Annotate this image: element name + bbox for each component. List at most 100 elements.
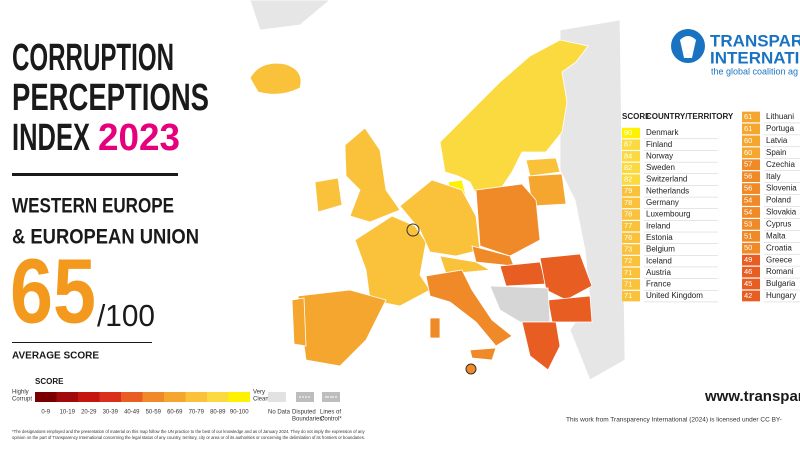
loc-label: Lines of xyxy=(320,410,341,416)
country-name: Slovakia xyxy=(766,208,797,217)
score-cell xyxy=(742,290,760,302)
legend-swatch xyxy=(164,392,186,402)
score-cell xyxy=(742,266,760,278)
disputed-label: Disputed xyxy=(292,410,316,416)
country-name: Austria xyxy=(646,268,671,277)
country-name: United Kingdom xyxy=(646,291,703,300)
luxembourg-marker xyxy=(406,223,420,237)
country-name: Bulgaria xyxy=(766,279,796,288)
no-data-label: No Data xyxy=(268,410,291,416)
score-cell xyxy=(622,197,640,209)
score-cell xyxy=(742,147,760,159)
table-header: SCORE xyxy=(622,112,651,121)
country-name: Estonia xyxy=(646,233,673,242)
score-value: 71 xyxy=(624,279,632,288)
score-value: 76 xyxy=(624,233,632,242)
country-name: Croatia xyxy=(766,243,792,252)
score-value: 54 xyxy=(744,195,752,204)
legend-swatch xyxy=(121,392,143,402)
no-data-swatch xyxy=(268,392,286,402)
score-value: 77 xyxy=(624,221,632,230)
score-value: 49 xyxy=(744,255,752,264)
country-name: Netherlands xyxy=(646,186,689,195)
malta-marker xyxy=(465,363,477,375)
country-name: Sweden xyxy=(646,163,675,172)
average-score: 65 xyxy=(10,240,96,342)
score-cell xyxy=(742,123,760,135)
country-name: Greece xyxy=(766,255,793,264)
score-cell xyxy=(742,219,760,230)
country-name: Finland xyxy=(646,140,672,149)
legend-bin-label: 40-49 xyxy=(124,410,140,416)
score-value: 42 xyxy=(744,291,752,300)
title-line: INDEX xyxy=(12,117,90,159)
score-value: 73 xyxy=(624,244,632,253)
score-value: 45 xyxy=(744,279,752,288)
score-value: 56 xyxy=(744,184,752,193)
score-cell xyxy=(622,244,640,255)
score-value: 84 xyxy=(624,151,632,160)
region-line: & EUROPEAN UNION xyxy=(12,226,199,249)
score-value: 87 xyxy=(624,140,632,149)
score-cell xyxy=(622,267,640,279)
score-value: 82 xyxy=(624,175,632,184)
country-name: Malta xyxy=(766,231,786,240)
score-value: 56 xyxy=(744,172,752,181)
website: www.transparen xyxy=(704,388,800,405)
legend-title: SCORE xyxy=(35,377,64,386)
score-value: 46 xyxy=(744,267,752,276)
score-cell xyxy=(622,232,640,244)
divider xyxy=(12,342,152,343)
logo-text: TRANSPAR xyxy=(710,31,800,50)
country-name: Italy xyxy=(766,172,781,181)
score-cell xyxy=(742,254,760,266)
score-value: 60 xyxy=(744,148,752,157)
legend-bin-label: 60-69 xyxy=(167,410,183,416)
legend-bin-label: 90-100 xyxy=(230,410,249,416)
legend-bin-label: 70-79 xyxy=(189,410,205,416)
country-name: Portuga xyxy=(766,124,795,133)
score-value: 78 xyxy=(624,210,632,219)
score-value: 57 xyxy=(744,160,752,169)
score-cell xyxy=(622,127,640,139)
score-cell xyxy=(742,207,760,218)
legend-bin-label: 50-59 xyxy=(146,410,162,416)
country-name: Germany xyxy=(646,198,679,207)
country-name: Slovenia xyxy=(766,184,797,193)
score-cell xyxy=(622,209,640,220)
country-name: Ireland xyxy=(646,221,670,230)
legend-bin-label: 80-89 xyxy=(210,410,226,416)
score-cell xyxy=(742,230,760,242)
score-cell xyxy=(622,255,640,267)
country-name: Spain xyxy=(766,148,786,157)
table-header: COUNTRY/TERRITORY xyxy=(646,112,734,121)
score-value: 72 xyxy=(624,256,632,265)
divider xyxy=(12,173,178,176)
map xyxy=(249,0,626,381)
footnote: *The designations employed and the prese… xyxy=(12,429,365,434)
score-cell xyxy=(742,195,760,206)
country-name: Lithuani xyxy=(766,112,794,121)
legend-swatch xyxy=(207,392,229,402)
loc-label: Control* xyxy=(320,417,342,423)
score-value: 71 xyxy=(624,291,632,300)
score-cell xyxy=(622,290,640,302)
score-value: 61 xyxy=(744,112,752,121)
country-name: Romani xyxy=(766,267,794,276)
legend-low: Corrupt xyxy=(12,397,32,403)
score-value: 54 xyxy=(744,207,752,216)
score-value: 90 xyxy=(624,128,632,137)
score-value: 78 xyxy=(624,198,632,207)
score-cell xyxy=(622,151,640,162)
logo-text: INTERNATI xyxy=(710,48,799,67)
country-name: Belgium xyxy=(646,245,675,254)
average-label: AVERAGE SCORE xyxy=(12,351,99,362)
title-line: CORRUPTION xyxy=(12,37,174,79)
country-name: Iceland xyxy=(646,256,672,265)
legend-swatch xyxy=(35,392,57,402)
score-cell xyxy=(622,174,640,185)
legend-bin-label: 30-39 xyxy=(103,410,119,416)
score-cell xyxy=(742,159,760,171)
